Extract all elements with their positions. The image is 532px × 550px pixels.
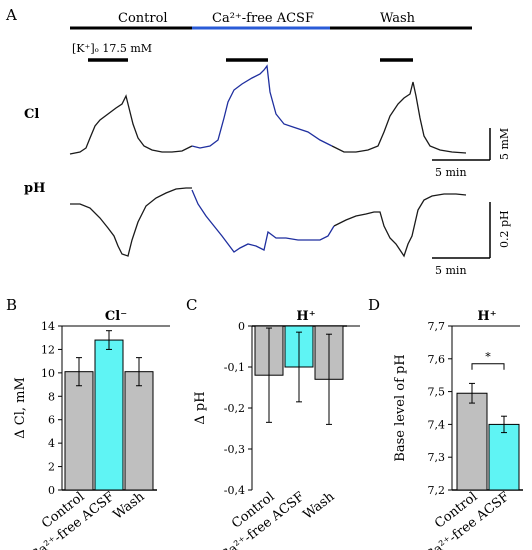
ph-trace-control [70, 187, 192, 257]
panel-label-d: D [368, 296, 380, 314]
y-tick-label-d: 7,6 [428, 353, 446, 366]
cl-trace-control [69, 94, 193, 155]
condition-control-label: Control [118, 11, 168, 26]
cl-trace-wash [331, 81, 467, 154]
trace-ph-label: pH [24, 181, 45, 196]
condition-ca-free-label: Ca²⁺-free ACSF [212, 11, 314, 26]
panel-label-c: C [186, 296, 197, 314]
y-label-d: Base level of pH [393, 354, 408, 461]
y-tick-label-b: 10 [41, 367, 55, 380]
y-tick-label-d: 7,3 [428, 451, 446, 464]
y-tick-label-b: 14 [41, 320, 55, 333]
chart-title-d: H⁺ [477, 309, 496, 324]
ph-scale-x-label: 5 min [435, 264, 467, 277]
chart-title-c: H⁺ [296, 309, 315, 324]
significance-bracket [471, 363, 505, 370]
bar-d-0 [456, 392, 488, 491]
cl-scale-x-label: 5 min [435, 166, 467, 179]
y-tick-label-d: 7,7 [428, 320, 446, 333]
category-label-b-2: Wash [111, 489, 148, 523]
y-tick-label-b: 4 [48, 437, 55, 450]
bar-chart-c: H⁺0-0,1-0,2-0,3-0,4Δ pHControlCa²⁺-free … [193, 309, 360, 550]
y-tick-label-b: 6 [48, 414, 55, 427]
condition-wash-label: Wash [380, 11, 416, 26]
cl-trace-ca-free [191, 64, 333, 149]
y-tick-label-c: 0 [238, 320, 245, 333]
panel-label-b: B [6, 296, 17, 314]
ph-scale-y-label: 0.2 pH [498, 210, 511, 248]
cl-scale-y-label: 5 mM [498, 128, 511, 160]
y-tick-label-c: -0,1 [224, 361, 245, 374]
y-tick-label-d: 7,2 [428, 484, 446, 497]
y-tick-label-b: 0 [48, 484, 55, 497]
category-label-c-2: Wash [301, 489, 338, 523]
y-tick-label-d: 7,5 [428, 386, 446, 399]
bar-b-1 [94, 339, 124, 491]
panel-label-a: A [5, 6, 17, 24]
y-tick-label-b: 2 [48, 461, 55, 474]
significance-star: * [485, 351, 491, 364]
ph-trace-ca-free [191, 189, 335, 253]
y-tick-label-c: -0,2 [224, 402, 245, 415]
ph-trace-wash [333, 193, 467, 258]
bar-d-1 [488, 423, 520, 491]
bar-b-2 [124, 371, 154, 491]
stimulus-label: [K⁺]ₒ 17.5 mM [72, 42, 152, 55]
y-tick-label-b: 12 [41, 343, 55, 356]
trace-cl-label: Cl [24, 107, 39, 122]
y-label-c: Δ pH [193, 391, 208, 424]
y-tick-label-c: -0,3 [224, 443, 245, 456]
chart-title-b: Cl⁻ [105, 309, 127, 324]
y-tick-label-c: -0,4 [224, 484, 245, 497]
y-label-b: Δ Cl, mM [13, 377, 28, 439]
y-tick-label-b: 8 [48, 390, 55, 403]
y-tick-label-d: 7,4 [428, 418, 446, 431]
bar-b-0 [64, 371, 94, 491]
